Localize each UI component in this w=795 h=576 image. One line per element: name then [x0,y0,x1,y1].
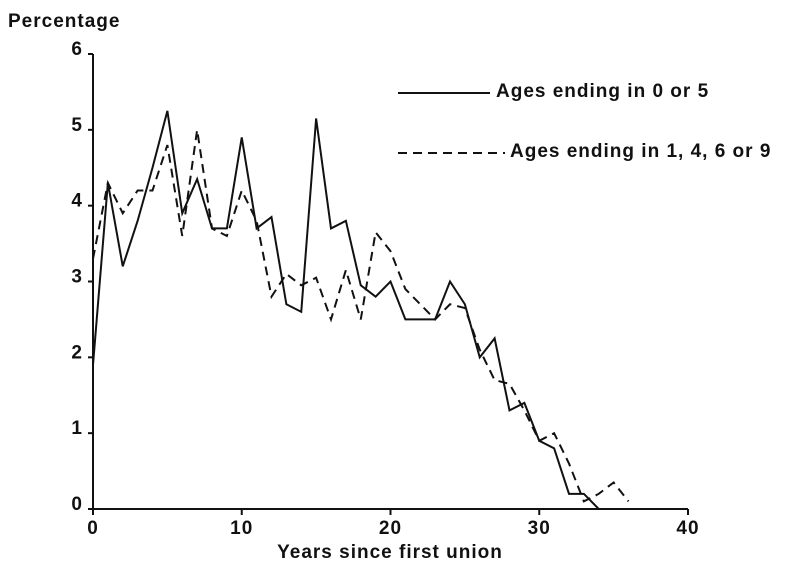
x-tick-label: 30 [528,518,551,539]
legend-label: Ages ending in 0 or 5 [496,81,710,102]
x-axis-label: Years since first union [277,542,503,563]
series-line [92,129,630,503]
y-tick-label: 3 [71,267,83,288]
y-tick-label: 4 [71,191,83,212]
y-tick-label: 0 [71,494,83,515]
x-tick-label: 0 [87,518,99,539]
series-line [92,110,600,510]
y-tick-label: 1 [71,418,83,439]
x-tick-label: 20 [379,518,402,539]
y-axis-label: Percentage [8,11,120,32]
y-tick-label: 5 [71,115,83,136]
legend-label: Ages ending in 1, 4, 6 or 9 [510,141,772,162]
x-tick-label: 40 [676,518,699,539]
y-tick-label: 2 [71,342,83,363]
y-tick-label: 6 [71,39,83,60]
x-tick-label: 10 [230,518,253,539]
